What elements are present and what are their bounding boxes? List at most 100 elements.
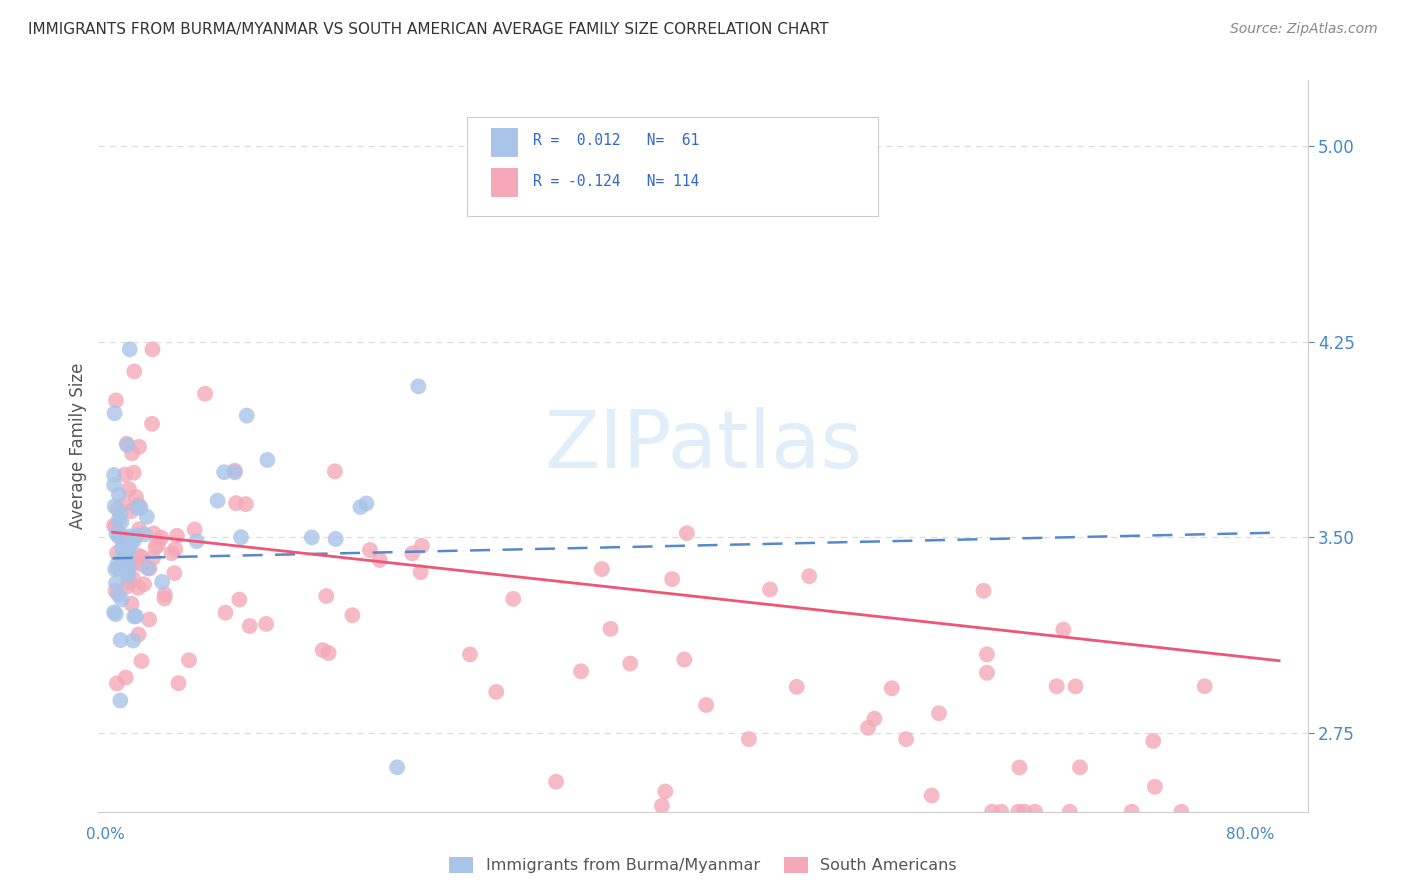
Point <box>502 591 524 606</box>
Point <box>117 559 139 574</box>
Point <box>104 520 127 534</box>
Point <box>224 466 246 480</box>
Point <box>107 513 129 527</box>
Point <box>738 732 761 747</box>
Point <box>409 565 432 579</box>
Point <box>973 583 995 598</box>
Point <box>349 500 371 514</box>
Point <box>356 496 378 510</box>
Point <box>183 523 205 537</box>
Point <box>1142 734 1164 748</box>
Point <box>256 453 278 467</box>
Point <box>128 440 150 454</box>
Point <box>976 665 998 680</box>
Point <box>131 654 153 668</box>
Point <box>108 488 131 502</box>
Point <box>194 386 217 401</box>
Point <box>651 798 673 813</box>
Point <box>235 409 257 423</box>
Point <box>128 522 150 536</box>
Point <box>990 805 1012 819</box>
Text: IMMIGRANTS FROM BURMA/MYANMAR VS SOUTH AMERICAN AVERAGE FAMILY SIZE CORRELATION : IMMIGRANTS FROM BURMA/MYANMAR VS SOUTH A… <box>28 22 828 37</box>
Point <box>127 627 149 641</box>
Point <box>117 546 139 560</box>
Point <box>676 526 699 541</box>
Point <box>138 561 160 575</box>
Point <box>976 648 998 662</box>
Point <box>107 502 129 516</box>
Point <box>186 534 208 549</box>
Point <box>160 546 183 560</box>
Point <box>122 557 145 571</box>
Point <box>122 633 145 648</box>
Point <box>111 541 134 555</box>
Point <box>695 698 717 712</box>
Point <box>112 546 135 560</box>
Point <box>228 592 250 607</box>
Point <box>122 533 145 548</box>
Point <box>117 568 139 582</box>
FancyBboxPatch shape <box>467 117 879 216</box>
Point <box>224 464 246 478</box>
Point <box>458 648 481 662</box>
Point <box>141 417 163 431</box>
Point <box>118 343 141 357</box>
Bar <box>492 168 517 197</box>
Point <box>863 712 886 726</box>
Point <box>225 496 247 510</box>
Text: 0.0%: 0.0% <box>86 828 125 842</box>
Point <box>153 587 176 601</box>
Point <box>125 490 148 504</box>
Point <box>1046 679 1069 693</box>
Text: R = -0.124   N= 114: R = -0.124 N= 114 <box>533 174 699 189</box>
Text: R =  0.012   N=  61: R = 0.012 N= 61 <box>533 134 699 148</box>
Point <box>118 554 141 568</box>
Legend: Immigrants from Burma/Myanmar, South Americans: Immigrants from Burma/Myanmar, South Ame… <box>443 850 963 880</box>
Point <box>114 467 136 482</box>
Point <box>207 493 229 508</box>
Point <box>103 467 125 482</box>
Point <box>115 579 138 593</box>
Point <box>673 652 696 666</box>
Point <box>120 504 142 518</box>
Point <box>544 774 567 789</box>
Point <box>112 497 135 511</box>
Point <box>127 581 149 595</box>
Point <box>235 497 257 511</box>
Point <box>485 685 508 699</box>
Y-axis label: Average Family Size: Average Family Size <box>69 363 87 529</box>
Point <box>122 609 145 624</box>
Point <box>318 646 340 660</box>
Point <box>132 577 155 591</box>
Point <box>122 466 145 480</box>
Point <box>145 540 167 554</box>
Point <box>110 527 132 541</box>
Point <box>103 478 125 492</box>
Bar <box>492 128 517 157</box>
Point <box>591 562 613 576</box>
Point <box>107 587 129 601</box>
Point <box>110 693 132 707</box>
Point <box>569 665 592 679</box>
Point <box>131 558 153 572</box>
Point <box>981 805 1004 819</box>
Point <box>118 561 141 575</box>
Text: Source: ZipAtlas.com: Source: ZipAtlas.com <box>1230 22 1378 37</box>
Point <box>104 583 127 598</box>
Point <box>1007 805 1029 819</box>
Point <box>799 569 821 583</box>
Point <box>214 606 236 620</box>
Point <box>1052 623 1074 637</box>
Point <box>110 515 132 529</box>
Point <box>120 529 142 543</box>
Point <box>408 379 430 393</box>
Point <box>786 680 808 694</box>
Point <box>880 681 903 696</box>
Point <box>115 437 138 451</box>
Point <box>599 622 621 636</box>
Point <box>1024 805 1046 819</box>
Point <box>312 643 335 657</box>
Point <box>928 706 950 721</box>
Point <box>105 575 128 590</box>
Point <box>129 500 152 515</box>
